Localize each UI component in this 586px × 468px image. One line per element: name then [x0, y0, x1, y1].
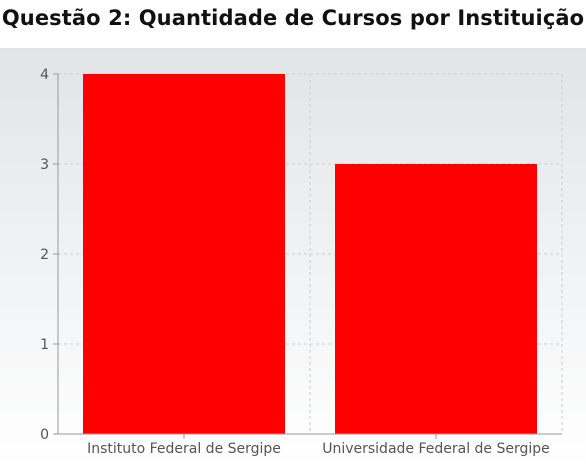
axes — [53, 73, 562, 439]
y-tick-label: 3 — [40, 157, 49, 173]
labels: 0 1 2 3 4 Instituto Federal de Sergipe Univers… — [40, 67, 550, 457]
y-tick-label: 4 — [40, 67, 49, 83]
bars — [83, 74, 537, 434]
chart-title: Questão 2: Quantidade de Cursos por Inst… — [1, 6, 585, 30]
bar-chart: 0 1 2 3 4 Instituto Federal de Sergipe Univers… — [0, 48, 586, 468]
y-tick-label: 2 — [40, 247, 49, 263]
bar — [83, 74, 285, 434]
y-tick-label: 0 — [40, 427, 49, 443]
y-tick-label: 1 — [40, 337, 49, 353]
bar — [335, 164, 537, 434]
x-tick-label: Universidade Federal de Sergipe — [322, 441, 550, 457]
x-tick-label: Instituto Federal de Sergipe — [87, 441, 281, 457]
